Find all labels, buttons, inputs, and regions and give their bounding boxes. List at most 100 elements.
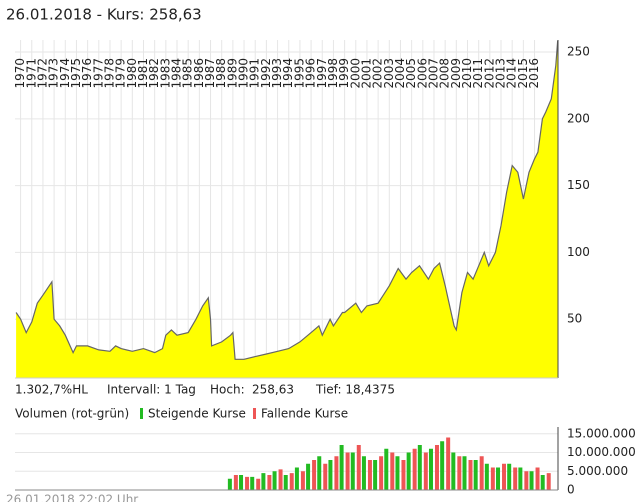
volume-bar	[524, 471, 529, 490]
volume-bar	[428, 448, 433, 490]
stat-range: 1.302,7%HL	[15, 383, 88, 397]
x-tick-label: 2007	[426, 58, 440, 89]
volume-bar	[473, 460, 478, 490]
legend-label: Fallende Kurse	[261, 407, 348, 421]
volume-bar	[535, 467, 540, 490]
volume-bar	[267, 475, 272, 490]
volume-bar	[317, 456, 322, 490]
x-tick-label: 1975	[69, 58, 83, 89]
volume-bar	[272, 471, 277, 490]
x-tick-label: 1993	[270, 58, 284, 89]
volume-bar	[250, 476, 255, 490]
x-tick-label: 1970	[13, 58, 27, 89]
y-tick-label: 150	[567, 178, 590, 192]
x-tick-label: 1981	[136, 58, 150, 89]
volume-bar	[312, 460, 317, 490]
volume-bar	[502, 463, 507, 490]
x-tick-label: 1991	[248, 58, 262, 89]
x-tick-label: 2014	[505, 58, 519, 89]
x-tick-label: 1980	[125, 58, 139, 89]
volume-bar	[384, 448, 389, 490]
x-tick-label: 1990	[237, 58, 251, 89]
x-tick-label: 1992	[259, 58, 273, 89]
legend-label: Steigende Kurse	[148, 407, 246, 421]
x-tick-label: 2001	[359, 58, 373, 89]
volume-bar	[339, 445, 344, 490]
volume-bar	[423, 452, 428, 490]
volume-bar	[261, 473, 266, 490]
x-tick-label: 1985	[181, 58, 195, 89]
volume-bar	[256, 478, 261, 490]
volume-bar	[446, 437, 451, 490]
x-tick-label: 2009	[449, 58, 463, 89]
volume-bar	[417, 445, 422, 490]
x-tick-label: 2004	[393, 58, 407, 89]
x-tick-label: 2012	[482, 58, 496, 89]
x-tick-label: 1979	[114, 58, 128, 89]
stat-high: 258,63	[252, 383, 294, 397]
x-tick-label: 1983	[158, 58, 172, 89]
y-tick-label: 0	[567, 483, 575, 497]
volume-bar	[306, 463, 311, 490]
x-tick-label: 1998	[326, 58, 340, 89]
x-tick-label: 2010	[460, 58, 474, 89]
legend-swatch	[140, 408, 143, 419]
x-tick-label: 2016	[527, 58, 541, 89]
x-tick-label: 2000	[348, 58, 362, 89]
stat-interval: Intervall: 1 Tag	[107, 383, 196, 397]
x-tick-label: 1973	[47, 58, 61, 89]
x-tick-label: 1987	[203, 58, 217, 89]
legend-swatch	[253, 408, 256, 419]
volume-bar	[233, 475, 238, 490]
volume-bar	[529, 471, 534, 490]
volume-bar	[283, 475, 288, 490]
footer: 26.01.2018 22:02 Uhr	[6, 493, 138, 502]
volume-bar	[356, 445, 361, 490]
volume-bar	[328, 460, 333, 490]
volume-bar	[294, 467, 299, 490]
y-tick-label: 5.000.000	[567, 464, 628, 478]
volume-bar	[540, 475, 545, 490]
volume-bar	[373, 460, 378, 490]
x-tick-label: 2002	[371, 58, 385, 89]
volume-bar	[239, 475, 244, 490]
volume-bar	[434, 445, 439, 490]
volume-title: Volumen (rot-grün)	[15, 407, 129, 421]
area	[16, 40, 558, 378]
volume-bar	[278, 469, 283, 490]
volume-bar	[289, 473, 294, 490]
x-tick-label: 2005	[404, 58, 418, 89]
x-tick-label: 2003	[382, 58, 396, 89]
volume-bar	[227, 478, 232, 490]
volume-bar	[406, 452, 411, 490]
volume-bar	[334, 456, 339, 490]
volume-bar	[323, 463, 328, 490]
volume-bar	[361, 456, 366, 490]
x-tick-label: 1994	[281, 58, 295, 89]
x-tick-label: 1999	[337, 58, 351, 89]
x-tick-label: 1984	[170, 58, 184, 89]
x-tick-label: 1988	[214, 58, 228, 89]
x-tick-label: 1972	[35, 58, 49, 89]
x-tick-label: 1986	[192, 58, 206, 89]
x-tick-label: 2013	[494, 58, 508, 89]
x-tick-label: 1971	[24, 58, 38, 89]
x-tick-label: 1978	[102, 58, 116, 89]
x-tick-label: 1974	[58, 58, 72, 89]
volume-bar	[379, 456, 384, 490]
y-tick-label: 10.000.000	[567, 445, 636, 459]
volume-bar	[518, 467, 523, 490]
volume-bar	[350, 452, 355, 490]
volume-bar	[490, 467, 495, 490]
volume-bar	[300, 471, 305, 490]
x-tick-label: 1976	[80, 58, 94, 89]
volume-bar	[513, 467, 518, 490]
x-tick-label: 1982	[147, 58, 161, 89]
x-tick-label: 1977	[91, 58, 105, 89]
volume-bar	[507, 463, 512, 490]
volume-bar	[390, 452, 395, 490]
price-line	[15, 40, 559, 360]
y-tick-label: 100	[567, 245, 590, 259]
stat-high-label: Hoch:	[210, 383, 245, 397]
